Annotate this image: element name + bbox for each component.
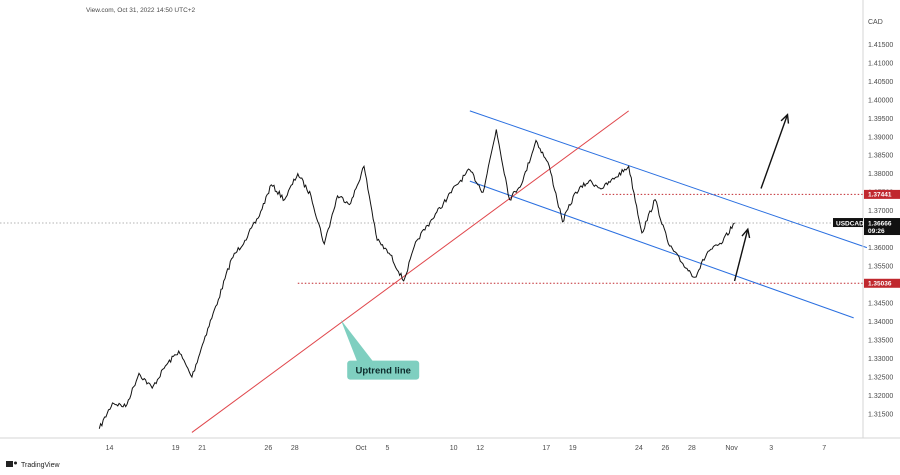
x-tick-label-6: 5	[385, 445, 389, 452]
x-tick-label-2: 21	[198, 445, 206, 452]
resistance-price-tag-bg	[864, 189, 900, 199]
y-tick-label-16: 1.39500	[868, 116, 893, 123]
y-tick-label-11: 1.37000	[868, 208, 893, 215]
source-header: View.com, Oct 31, 2022 14:50 UTC+2	[86, 7, 196, 14]
forecast-arrow-shaft-0	[760, 114, 789, 189]
y-tick-label-13: 1.38000	[868, 171, 893, 178]
tv-logo-mark	[6, 461, 13, 467]
countdown-text: 09:26	[868, 228, 885, 235]
symbol-tag-text: USDCAD	[836, 220, 864, 227]
x-tick-label-7: 10	[450, 445, 458, 452]
x-tick-label-15: 3	[769, 445, 773, 452]
forecast-arrow-head-0	[780, 113, 790, 124]
annotation-box	[347, 360, 420, 380]
drawings-layer: Uptrend line	[0, 110, 868, 433]
y-tick-label-5: 1.34000	[868, 319, 893, 326]
tradingview-logo-text: TradingView	[21, 462, 60, 469]
x-tick-label-4: 28	[291, 445, 299, 452]
current-price-tag-text: 1.36666	[868, 220, 892, 227]
y-tick-label-14: 1.38500	[868, 153, 893, 160]
annotation-pointer	[340, 319, 374, 362]
x-tick-label-16: 7	[822, 445, 826, 452]
support-price-tag-text: 1.35036	[868, 281, 892, 288]
y-tick-label-18: 1.40500	[868, 79, 893, 86]
series-layer	[98, 129, 735, 429]
channel-lower-line	[469, 180, 854, 319]
usdcad-price-line	[98, 129, 735, 429]
y-tick-label-1: 1.32000	[868, 393, 893, 400]
tradingview-logo-icon[interactable]: TradingView	[6, 461, 60, 469]
x-tick-label-11: 24	[635, 445, 643, 452]
resistance-price-tag-text: 1.37441	[868, 192, 892, 199]
x-tick-label-0: 14	[106, 445, 114, 452]
y-tick-label-9: 1.36000	[868, 245, 893, 252]
annotation-text: Uptrend line	[355, 366, 410, 377]
forecast-arrow-head-1	[741, 227, 751, 239]
y-axis-title: CAD	[868, 19, 883, 26]
x-tick-label-5: Oct	[356, 445, 367, 452]
y-tick-label-19: 1.41000	[868, 60, 893, 67]
x-tick-label-14: Nov	[725, 445, 738, 452]
y-tick-label-6: 1.34500	[868, 301, 893, 308]
tv-logo-dot	[14, 461, 17, 465]
forecast-arrow-shaft-1	[733, 228, 749, 282]
y-tick-label-20: 1.41500	[868, 42, 893, 49]
support-price-tag-bg	[864, 278, 900, 288]
channel-upper-line	[469, 110, 868, 249]
current-price-tag-bg	[864, 218, 900, 236]
x-tick-label-3: 26	[264, 445, 272, 452]
x-tick-label-10: 19	[569, 445, 577, 452]
y-tick-label-17: 1.40000	[868, 97, 893, 104]
y-tick-label-3: 1.33000	[868, 356, 893, 363]
x-tick-label-8: 12	[476, 445, 484, 452]
y-tick-label-4: 1.33500	[868, 338, 893, 345]
symbol-tag-bg	[833, 218, 863, 228]
y-tick-label-15: 1.39000	[868, 134, 893, 141]
x-tick-label-12: 26	[661, 445, 669, 452]
y-tick-label-8: 1.35500	[868, 264, 893, 271]
x-tick-label-9: 17	[542, 445, 550, 452]
x-tick-label-13: 28	[688, 445, 696, 452]
y-tick-label-2: 1.32500	[868, 375, 893, 382]
uptrend-line	[191, 110, 629, 433]
x-tick-label-1: 19	[172, 445, 180, 452]
y-tick-label-0: 1.31500	[868, 411, 893, 418]
